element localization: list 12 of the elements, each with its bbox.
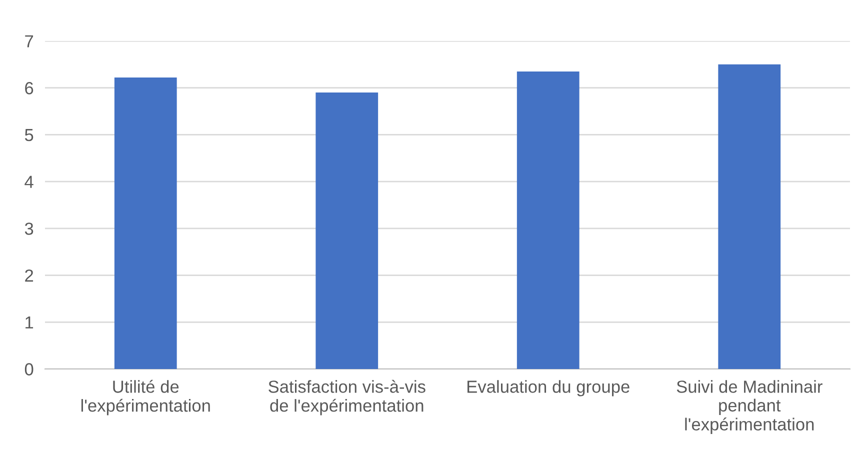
x-tick-label: Satisfaction vis-à-vis de l'expérimentation — [268, 380, 426, 416]
y-tick-label: 6 — [25, 82, 34, 94]
y-tick-label: 0 — [24, 363, 34, 376]
y-tick-label: 5 — [24, 129, 34, 142]
x-tick-label: Utilité de l'expérimentation — [81, 380, 210, 416]
x-tick-label: Suivi de Madininair pendant l'expérimentation — [676, 380, 822, 434]
y-tick-label: 3 — [24, 222, 34, 235]
x-tick-label: Evaluation du groupe — [468, 380, 630, 396]
y-tick-label: 4 — [24, 176, 34, 188]
y-tick-label: 7 — [25, 35, 34, 48]
y-tick-label: 1 — [26, 316, 34, 328]
y-tick-label: 2 — [25, 269, 34, 282]
